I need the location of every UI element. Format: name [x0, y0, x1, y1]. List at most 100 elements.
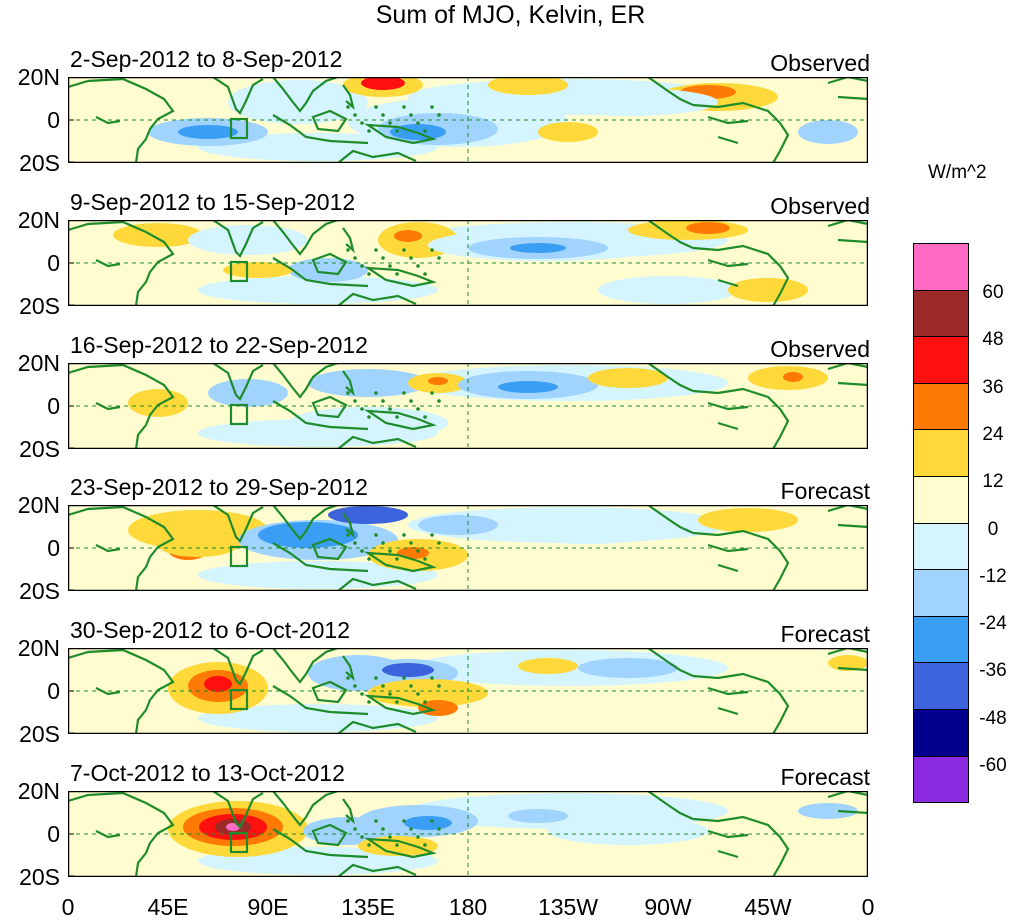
- coastline: [95, 544, 121, 553]
- coastline: [68, 505, 175, 591]
- island: [381, 113, 385, 117]
- island: [353, 827, 357, 831]
- coastline: [272, 77, 339, 113]
- island: [346, 819, 350, 823]
- panel-data-type: Observed: [770, 336, 870, 362]
- island: [374, 533, 378, 537]
- coastline: [692, 244, 790, 306]
- coastline: [647, 363, 694, 392]
- coastline: [212, 220, 264, 258]
- coastline: [827, 505, 868, 513]
- island: [367, 700, 371, 704]
- island: [367, 415, 371, 419]
- coastline: [95, 116, 121, 125]
- coastline: [311, 537, 348, 561]
- island: [402, 819, 406, 823]
- anomaly-contour: [508, 809, 568, 823]
- island: [353, 256, 357, 260]
- anomaly-contour: [510, 243, 566, 253]
- coastline: [272, 685, 369, 716]
- island: [381, 827, 385, 831]
- coastline: [95, 259, 121, 268]
- colorbar-label: 24: [982, 423, 1004, 445]
- island: [367, 129, 371, 133]
- anomaly-region: [198, 561, 438, 589]
- coastline: [837, 523, 868, 529]
- island: [388, 692, 392, 696]
- coastline: [68, 791, 175, 877]
- anomaly-map: [68, 791, 868, 877]
- latitude-label: 20S: [19, 293, 60, 319]
- panel-data-type: Forecast: [780, 621, 870, 647]
- colorbar: [913, 243, 969, 804]
- coastline: [717, 563, 739, 573]
- coastline: [692, 529, 790, 591]
- latitude-label: 20N: [17, 64, 60, 90]
- reference-box: [229, 545, 249, 568]
- coastline: [717, 849, 739, 859]
- latitude-label: 20S: [19, 578, 60, 604]
- coastline: [68, 363, 175, 449]
- coastline: [337, 435, 417, 449]
- island: [423, 415, 427, 419]
- latitude-label: 20N: [17, 492, 60, 518]
- latitude-label: 20S: [19, 864, 60, 890]
- coastline: [212, 77, 264, 115]
- island: [388, 407, 392, 411]
- panel-data-type: Forecast: [780, 764, 870, 790]
- reference-box: [229, 403, 249, 426]
- island: [423, 843, 427, 847]
- island: [346, 676, 350, 680]
- island: [395, 129, 399, 133]
- panel-data-type: Observed: [770, 50, 870, 76]
- panel-date-range: 2-Sep-2012 to 8-Sep-2012: [70, 46, 343, 72]
- coastline: [342, 655, 355, 682]
- anomaly-map: [68, 648, 868, 734]
- anomaly-contour: [498, 381, 558, 393]
- colorbar-swatch: [913, 755, 969, 804]
- island: [395, 272, 399, 276]
- island: [395, 415, 399, 419]
- coastline: [647, 648, 694, 677]
- island: [437, 684, 441, 688]
- island: [381, 684, 385, 688]
- panel-date-range: 7-Oct-2012 to 13-Oct-2012: [70, 760, 345, 786]
- coastline: [707, 401, 749, 411]
- island: [430, 248, 434, 252]
- coastline: [717, 421, 739, 431]
- longitude-label: 0: [61, 894, 75, 920]
- anomaly-map: [68, 77, 868, 163]
- colorbar-label: -12: [979, 565, 1007, 587]
- coastline: [311, 109, 348, 133]
- island: [423, 700, 427, 704]
- island: [416, 121, 420, 125]
- island: [437, 399, 441, 403]
- island: [402, 676, 406, 680]
- island: [416, 692, 420, 696]
- coastline: [68, 648, 175, 734]
- island: [416, 549, 420, 553]
- anomaly-contour: [578, 658, 678, 678]
- reference-box: [229, 688, 249, 711]
- coastline: [827, 363, 868, 371]
- island: [395, 843, 399, 847]
- island: [388, 121, 392, 125]
- island: [423, 557, 427, 561]
- coastline: [692, 101, 790, 163]
- reference-box: [229, 117, 249, 140]
- island: [360, 835, 364, 839]
- colorbar-swatch: [913, 708, 969, 757]
- island: [374, 676, 378, 680]
- coastline: [68, 220, 175, 306]
- island: [409, 541, 413, 545]
- anomaly-contour: [588, 368, 668, 388]
- colorbar-label: -36: [979, 660, 1007, 682]
- coastline: [212, 363, 264, 401]
- coastline: [837, 238, 868, 244]
- coastline: [337, 863, 417, 877]
- anomaly-contour: [798, 803, 858, 819]
- island: [374, 391, 378, 395]
- anomaly-contour: [204, 676, 232, 692]
- coastline: [363, 123, 437, 145]
- anomaly-contour: [508, 516, 668, 544]
